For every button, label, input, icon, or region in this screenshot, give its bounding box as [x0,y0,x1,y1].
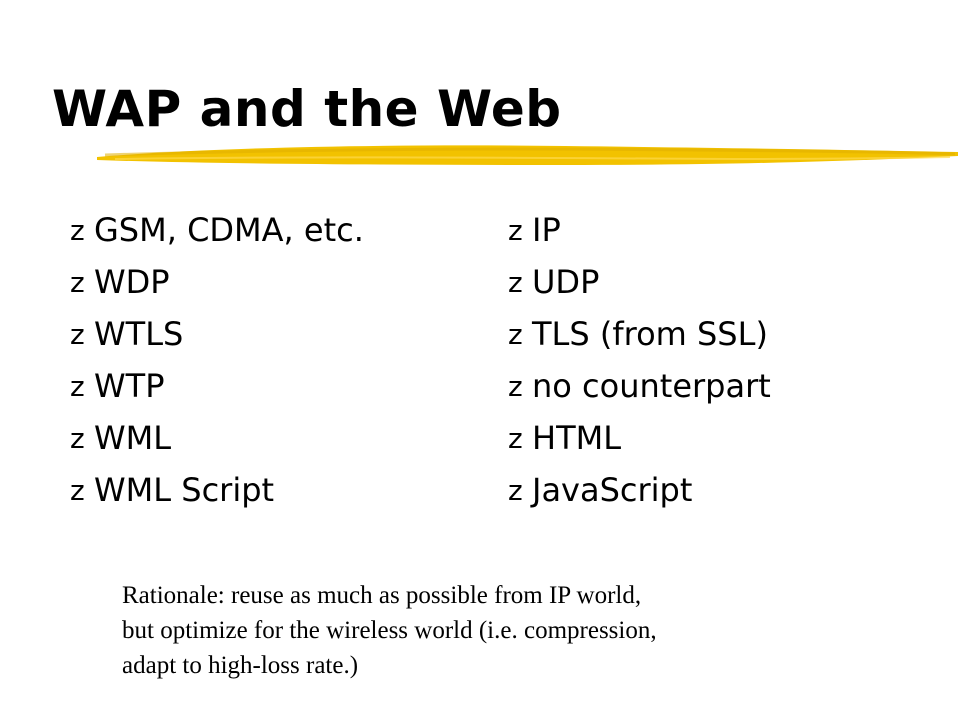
z-bullet-icon: z [70,266,85,299]
list-item: z WTP [70,360,364,412]
z-bullet-icon: z [70,474,85,507]
list-item: z no counterpart [508,360,771,412]
list-item: z WDP [70,256,364,308]
list-item-label: WTLS [94,315,184,353]
list-item: z JavaScript [508,464,771,516]
title-underline-stroke [97,145,958,165]
web-stack-list: z IP z UDP z TLS (from SSL) z no counterpart… [508,204,771,516]
list-item: z WTLS [70,308,364,360]
list-item-label: JavaScript [532,471,693,509]
list-item-label: IP [532,211,561,249]
list-item-label: WML [94,419,172,457]
list-item: z IP [508,204,771,256]
list-item: z GSM, CDMA, etc. [70,204,364,256]
list-item: z HTML [508,412,771,464]
list-item-label: GSM, CDMA, etc. [94,211,364,249]
list-item-label: WDP [94,263,170,301]
list-item-label: TLS (from SSL) [532,315,768,353]
z-bullet-icon: z [508,474,523,507]
z-bullet-icon: z [508,266,523,299]
list-item: z TLS (from SSL) [508,308,771,360]
list-item-label: WTP [94,367,165,405]
list-item-label: no counterpart [532,367,771,405]
z-bullet-icon: z [508,370,523,403]
list-item-label: UDP [532,263,600,301]
list-item: z UDP [508,256,771,308]
z-bullet-icon: z [70,422,85,455]
z-bullet-icon: z [508,214,523,247]
z-bullet-icon: z [70,318,85,351]
z-bullet-icon: z [508,318,523,351]
note-line: Rationale: reuse as much as possible fro… [122,582,642,609]
note-line: but optimize for the wireless world (i.e… [122,617,657,644]
z-bullet-icon: z [70,214,85,247]
z-bullet-icon: z [70,370,85,403]
list-item-label: HTML [532,419,622,457]
z-bullet-icon: z [508,422,523,455]
list-item-label: WML Script [94,471,275,509]
list-item: z WML Script [70,464,364,516]
slide-title: WAP and the Web [52,80,562,138]
list-item: z WML [70,412,364,464]
note-line: adapt to high-loss rate.) [122,652,359,679]
rationale-note: Rationale: reuse as much as possible fro… [122,578,657,683]
